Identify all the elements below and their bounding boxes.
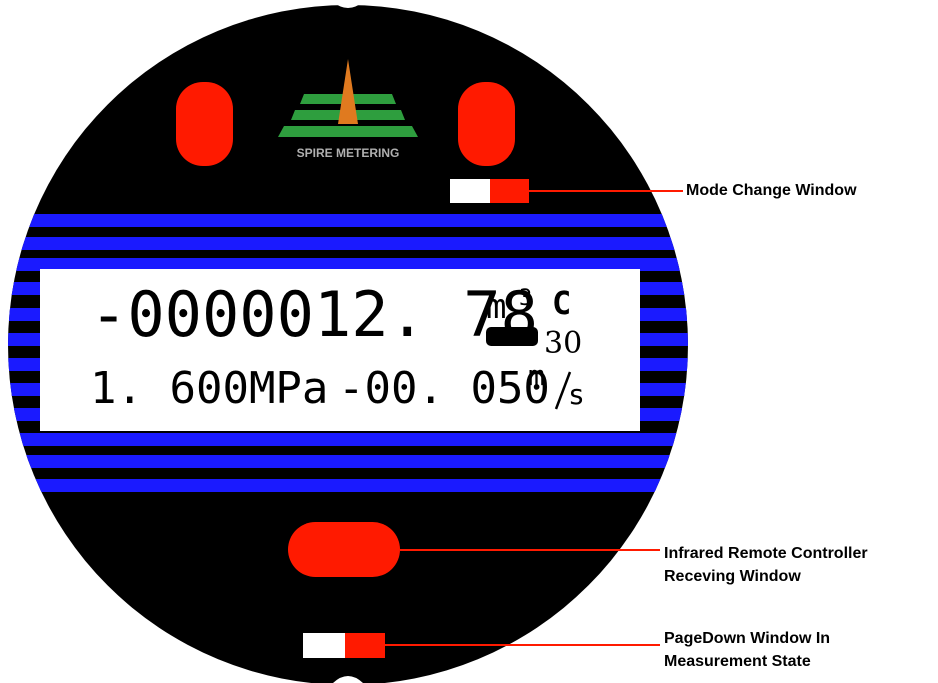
pagedown-label-line1: PageDown Window In — [664, 630, 831, 647]
mode-change-label: Mode Change Window — [686, 182, 857, 199]
stripe — [8, 479, 688, 492]
infrared-label-line2: Receving Window — [664, 568, 801, 585]
stripe — [8, 258, 688, 271]
bottom-notch — [333, 676, 363, 683]
pagedown-label-line2: Measurement State — [664, 653, 811, 670]
top-right-button[interactable] — [458, 82, 515, 166]
lcd-volume-unit-exponent: 3 — [519, 286, 532, 311]
lcd-velocity: -00. 050 — [338, 363, 550, 414]
lcd-code: 30 — [544, 326, 582, 361]
logo-spire — [338, 59, 358, 124]
stripe — [8, 237, 688, 250]
pagedown-window-white — [303, 633, 345, 658]
infrared-receiving-window[interactable] — [288, 522, 400, 577]
brand-name: SPIRE METERING — [297, 146, 400, 160]
lcd-velocity-unit-bottom: s — [568, 378, 585, 411]
lcd-volume-unit: m — [486, 287, 506, 327]
lcd-status-block — [486, 327, 538, 346]
infrared-label-line1: Infrared Remote Controller — [664, 545, 868, 562]
top-notch — [333, 2, 363, 8]
mode-change-window-white — [450, 179, 490, 203]
stripe — [8, 214, 688, 227]
spire-metering-logo: SPIRE METERING — [278, 59, 418, 160]
top-left-button[interactable] — [176, 82, 233, 166]
mode-change-window[interactable] — [490, 179, 529, 203]
lcd-velocity-unit-slash — [554, 371, 572, 410]
stripe — [8, 455, 688, 468]
lcd-flag-c: C — [552, 284, 571, 322]
pagedown-window[interactable] — [345, 633, 385, 658]
lcd-total-volume: -0000012. 78 — [90, 278, 538, 351]
lcd-pressure: 1. 600MPa — [90, 363, 328, 414]
logo-stripe-bottom — [278, 126, 418, 137]
lcd-window — [40, 269, 640, 431]
lcd-velocity-unit-top: m — [528, 359, 545, 392]
stripe — [8, 433, 688, 446]
